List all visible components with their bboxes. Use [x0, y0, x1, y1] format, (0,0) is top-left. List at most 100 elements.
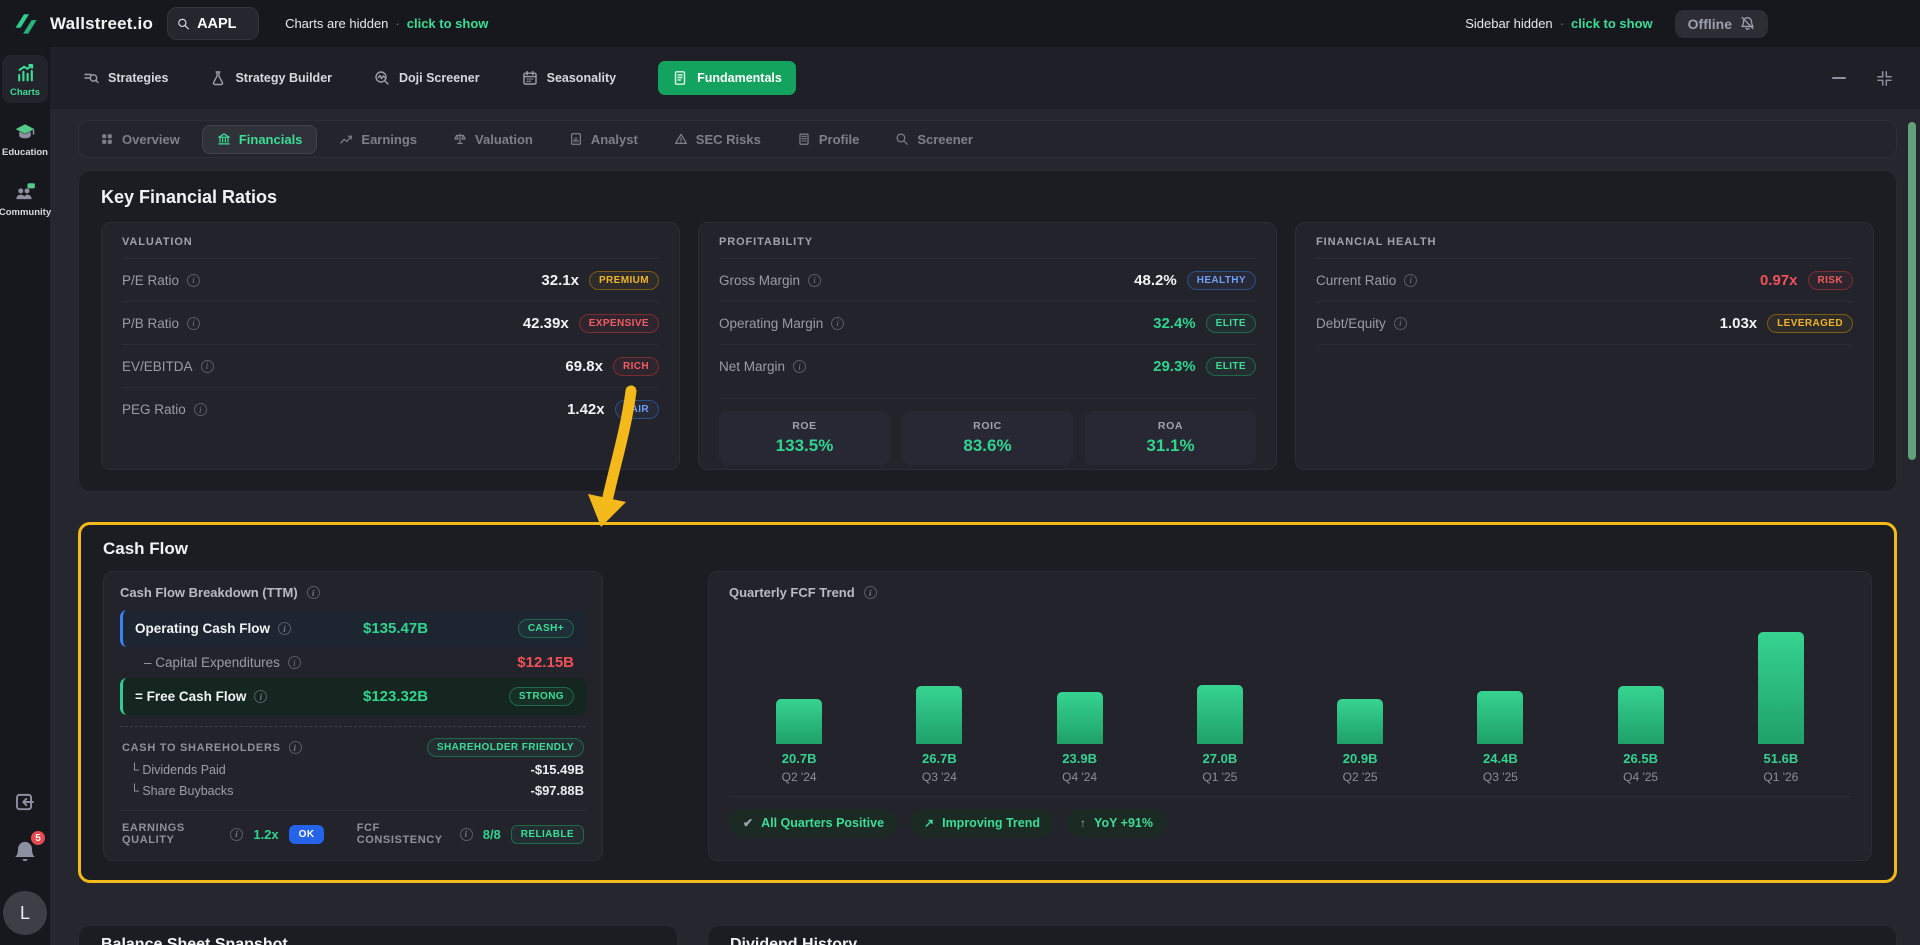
charts-show-link[interactable]: click to show [406, 16, 489, 31]
bar-value-label: 26.5B [1623, 751, 1658, 766]
subtab-earnings[interactable]: Earnings [325, 126, 431, 153]
subtab-analyst[interactable]: Analyst [555, 126, 652, 153]
fcf-bar[interactable] [1337, 699, 1384, 744]
fcf-bar[interactable] [1477, 691, 1524, 744]
subtab-valuation[interactable]: Valuation [439, 126, 547, 153]
sidebar-item-label: Charts [9, 87, 41, 98]
primary-nav: Strategies Strategy Builder Doji Screene… [50, 47, 1920, 109]
sidebar-item-education[interactable]: Education [2, 114, 48, 163]
sidebar-item-community[interactable]: Community [0, 174, 52, 223]
nav-tab-label: Seasonality [546, 71, 617, 85]
ratio-row-ev-ebitda: EV/EBITDA 69.8x RICH [122, 345, 659, 388]
minimize-icon[interactable] [1832, 77, 1846, 79]
grid-icon [102, 134, 112, 144]
info-icon[interactable] [200, 359, 214, 373]
info-icon[interactable] [831, 316, 845, 330]
ratio-row-gross-margin: Gross Margin 48.2% HEALTHY [719, 259, 1256, 302]
info-icon[interactable] [187, 273, 201, 287]
nav-tab-fundamentals[interactable]: Fundamentals [658, 61, 796, 95]
nav-tab-doji-screener[interactable]: Doji Screener [374, 70, 480, 86]
nav-tab-strategy-builder[interactable]: Strategy Builder [210, 70, 332, 86]
analyst-chart-icon [570, 133, 581, 145]
user-avatar[interactable]: L [3, 891, 47, 935]
exit-panel-icon[interactable] [14, 791, 36, 813]
subtab-screener[interactable]: Screener [881, 126, 987, 153]
fcf-bar[interactable] [1757, 632, 1804, 744]
arrow-up-icon: ↑ [1080, 816, 1087, 830]
info-icon[interactable] [459, 827, 473, 841]
info-icon[interactable] [808, 273, 822, 287]
fcf-bar[interactable] [1056, 692, 1103, 744]
fcf-bar[interactable] [776, 699, 823, 744]
ratio-label: Current Ratio [1316, 272, 1397, 288]
notifications-bell[interactable]: 5 [12, 829, 47, 865]
subtab-sec-risks[interactable]: SEC Risks [660, 126, 775, 153]
nav-tab-label: Doji Screener [399, 71, 480, 85]
profitability-panel: PROFITABILITY Gross Margin 48.2%HEALTHY … [698, 222, 1277, 470]
offline-label: Offline [1687, 15, 1732, 32]
ratio-label: Operating Margin [719, 315, 824, 331]
subtab-financials[interactable]: Financials [201, 124, 318, 154]
fcf-bar[interactable] [916, 686, 963, 744]
status-badge: CASH+ [517, 619, 574, 638]
info-icon[interactable] [193, 403, 207, 416]
fcf-bar[interactable] [1196, 685, 1243, 744]
sidebar-item-label: Community [0, 207, 52, 218]
trend-up-icon: ↗ [924, 816, 935, 830]
nav-tab-strategies[interactable]: Strategies [83, 70, 168, 86]
sidebar-item-label: Education [2, 147, 48, 158]
top-bar: Wallstreet.io Charts are hidden · click … [0, 0, 1920, 47]
info-icon[interactable] [306, 586, 320, 599]
ratio-row-pb: P/B Ratio 42.39x EXPENSIVE [122, 302, 659, 345]
sidebar-hidden-note: Sidebar hidden · click to show [1465, 16, 1652, 31]
fundamentals-icon [674, 71, 686, 85]
ticker-search-input[interactable] [197, 15, 250, 32]
bar-category-label: Q2 '24 [781, 770, 817, 784]
info-icon[interactable] [278, 622, 292, 635]
info-icon[interactable] [254, 690, 268, 703]
offline-button[interactable]: Offline [1674, 9, 1768, 38]
info-icon[interactable] [863, 586, 877, 599]
trend-up-icon [340, 135, 353, 144]
metric-value: 8/8 [482, 826, 501, 842]
nav-tab-seasonality[interactable]: Seasonality [522, 70, 616, 86]
ticker-search-box[interactable] [167, 7, 260, 40]
info-icon[interactable] [793, 360, 807, 373]
subtab-label: Earnings [361, 131, 418, 147]
charts-hidden-label: Charts are hidden [285, 16, 389, 31]
row-label: └ Share Buybacks [130, 783, 234, 798]
status-badge: LEVERAGED [1767, 313, 1853, 333]
search-icon [896, 133, 909, 145]
status-badge: RELIABLE [510, 824, 584, 844]
stat-value: 133.5% [775, 436, 834, 455]
info-icon[interactable] [230, 827, 244, 841]
stat-roa: ROA 31.1% [1085, 411, 1256, 465]
free-cash-flow-row: = Free Cash Flow $123.32B STRONG [120, 678, 586, 715]
nav-tab-label: Fundamentals [697, 71, 782, 85]
fcf-bar[interactable] [1617, 686, 1664, 744]
collapse-icon[interactable] [1876, 70, 1893, 87]
stat-value: 31.1% [1146, 436, 1195, 455]
sidebar-show-link[interactable]: click to show [1571, 16, 1653, 31]
info-icon[interactable] [187, 316, 201, 330]
sidebar-item-charts[interactable]: Charts [2, 55, 48, 103]
ratio-label: EV/EBITDA [122, 358, 193, 374]
status-badge: SHAREHOLDER FRIENDLY [426, 738, 584, 757]
info-icon[interactable] [1393, 316, 1407, 330]
subtab-overview[interactable]: Overview [86, 126, 194, 153]
section-title: Balance Sheet Snapshot [101, 936, 288, 945]
ratio-value: 0.97x [1759, 271, 1798, 289]
info-icon[interactable] [288, 741, 302, 754]
status-badge: ELITE [1205, 313, 1256, 333]
brand[interactable]: Wallstreet.io [13, 10, 153, 37]
status-badge: RISK [1807, 270, 1853, 290]
fcf-bar-group: 26.5B Q4 '25 [1586, 628, 1696, 784]
row-value: -$97.88B [530, 783, 584, 798]
scrollbar-thumb[interactable] [1908, 122, 1916, 460]
bank-icon [217, 133, 230, 145]
subtab-profile[interactable]: Profile [783, 126, 873, 153]
info-icon[interactable] [1404, 273, 1418, 287]
info-icon[interactable] [287, 656, 301, 669]
ratio-value: 69.8x [565, 357, 603, 375]
metric-value: 1.2x [253, 826, 279, 842]
